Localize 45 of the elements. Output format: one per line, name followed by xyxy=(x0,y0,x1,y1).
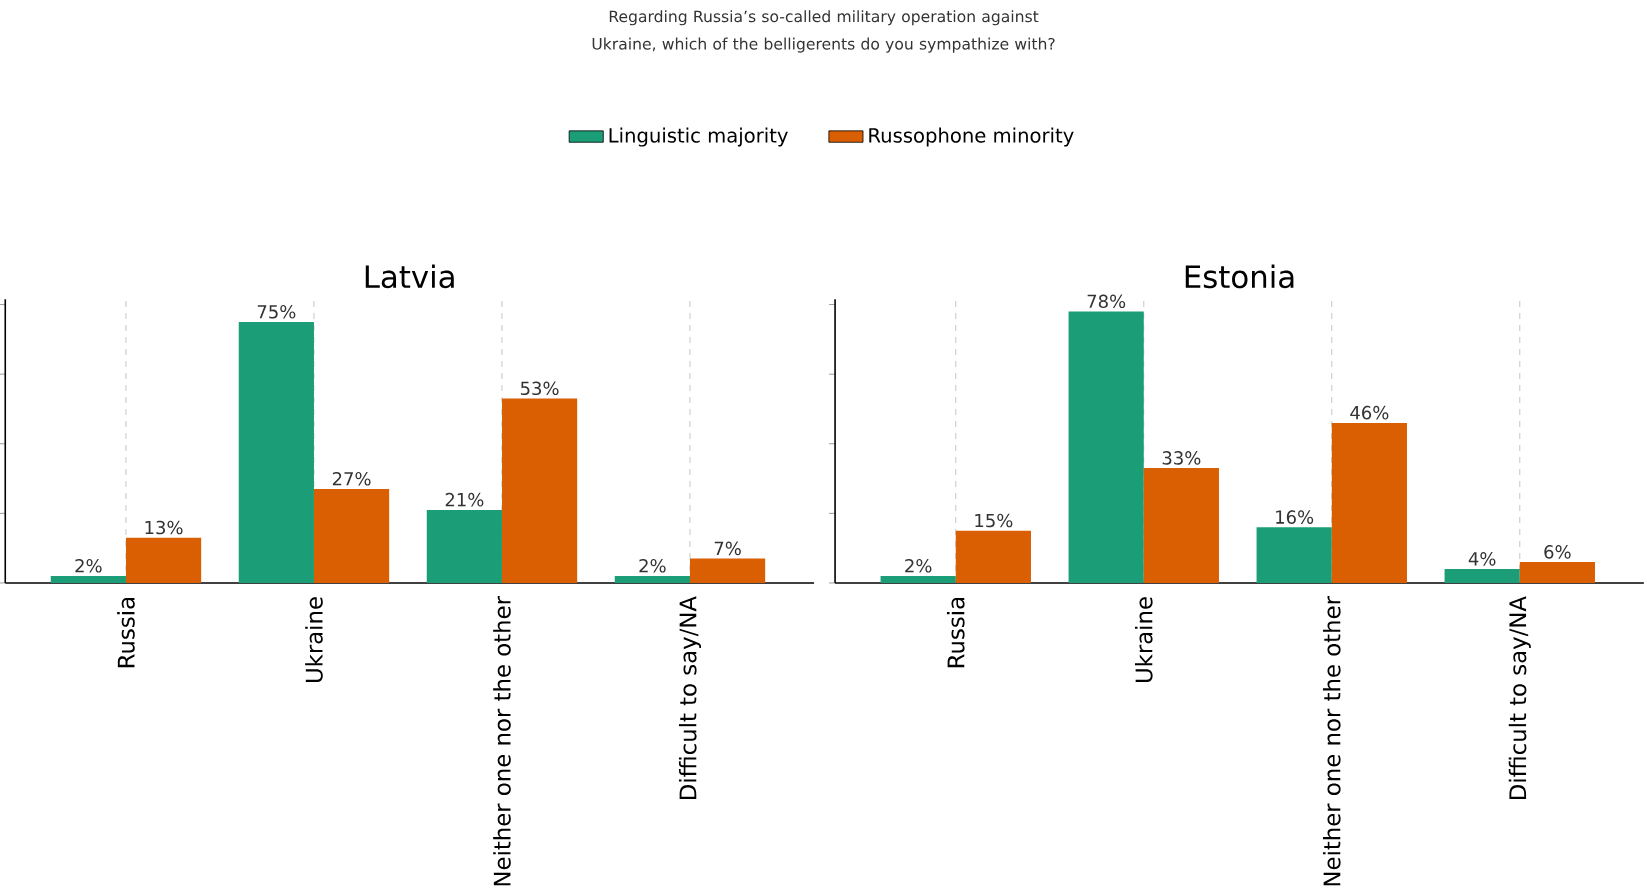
data-label: 7% xyxy=(714,541,741,556)
x-tick-label: Difficult to say/NA xyxy=(678,596,701,800)
chart-title: Estonia xyxy=(1185,264,1294,289)
bar xyxy=(426,510,502,584)
data-label: 13% xyxy=(145,520,183,535)
bar xyxy=(1444,569,1520,584)
x-tick-label: Russia xyxy=(117,598,135,668)
data-label: 27% xyxy=(332,472,371,486)
bar xyxy=(1331,423,1407,584)
data-label: 21% xyxy=(445,493,484,507)
data-label: 78% xyxy=(1087,294,1126,309)
data-label: 4% xyxy=(1468,552,1496,566)
x-tick-label: Neither one nor the other xyxy=(1322,596,1341,886)
x-tick-label: Russia xyxy=(946,598,965,668)
bar xyxy=(614,576,690,584)
bar xyxy=(1519,562,1595,584)
bar xyxy=(880,576,956,584)
bar xyxy=(1068,311,1144,584)
data-label: 46% xyxy=(1350,406,1389,420)
data-label: 16% xyxy=(1276,510,1314,525)
x-tick-label: Neither one nor the other xyxy=(493,596,511,886)
data-label: 6% xyxy=(1544,545,1571,559)
x-tick-label: Ukraine xyxy=(305,597,323,683)
bar xyxy=(313,489,390,584)
legend-label: Linguistic majority xyxy=(609,127,788,147)
x-tick-label: Difficult to say/NA xyxy=(1508,596,1531,800)
bar xyxy=(501,398,578,584)
x-tick-label: Ukraine xyxy=(1134,597,1153,683)
data-label: 2% xyxy=(75,559,102,573)
bar xyxy=(955,530,1031,584)
bar xyxy=(50,576,126,584)
data-label: 2% xyxy=(905,559,932,573)
bar xyxy=(238,322,314,584)
bar xyxy=(689,558,766,584)
chart-title: Latvia xyxy=(365,264,454,289)
data-label: 2% xyxy=(639,559,666,573)
data-label: 75% xyxy=(257,305,296,319)
legend-label: Russophone minority xyxy=(869,127,1074,147)
data-label: 33% xyxy=(1162,451,1201,465)
data-label: 15% xyxy=(975,513,1013,528)
text: Regarding Russia’s so-called military operation against Ukraine, which of the belligerents do you sympathize with? xyxy=(592,10,1055,53)
bar xyxy=(1143,468,1219,584)
data-label: 53% xyxy=(520,381,559,396)
bar xyxy=(1256,527,1332,584)
bar xyxy=(125,537,202,584)
